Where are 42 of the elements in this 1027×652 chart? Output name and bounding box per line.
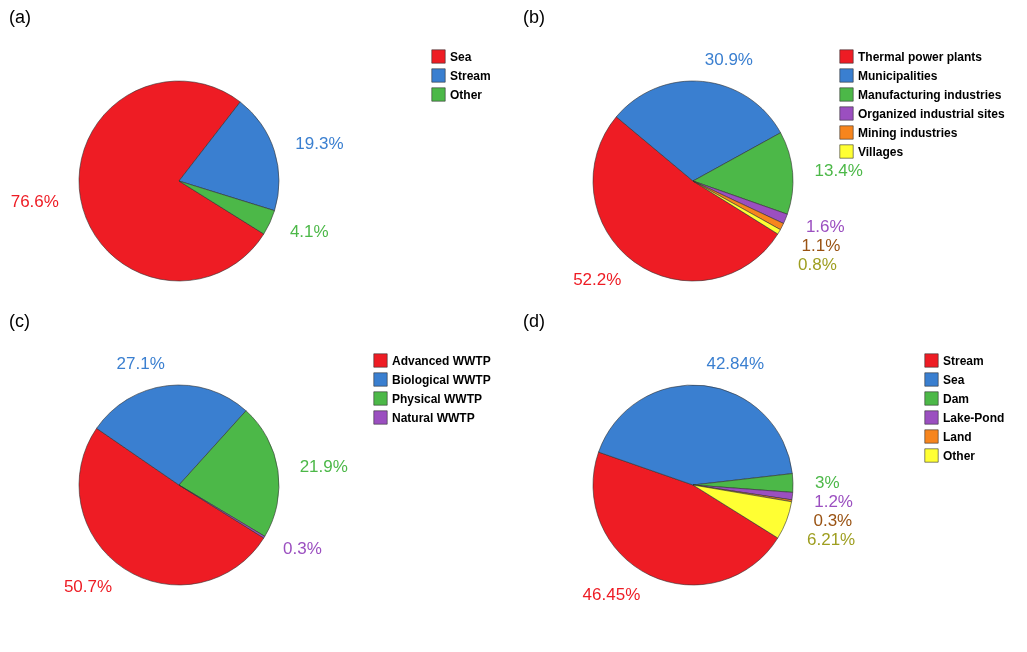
data-label: 0.3%: [283, 538, 322, 558]
data-label: 0.8%: [798, 255, 837, 275]
data-label: 46.45%: [582, 585, 641, 605]
data-label: 19.3%: [295, 134, 344, 154]
legend-label: Sea: [943, 372, 965, 387]
legend-label: Other: [943, 448, 976, 463]
data-label: 30.9%: [704, 49, 753, 69]
data-label: 0.3%: [813, 510, 853, 530]
data-label: 52.2%: [573, 269, 622, 289]
legend-label: Other: [450, 87, 483, 102]
legend-label: Biological WWTP: [392, 372, 491, 387]
legend-label: Sea: [450, 49, 472, 64]
data-label: 1.2%: [814, 491, 853, 511]
data-label: 27.1%: [116, 353, 165, 373]
data-label: 42.84%: [706, 353, 765, 373]
legend-label: Advanced WWTP: [392, 353, 491, 368]
legend-label: Stream: [943, 353, 984, 368]
data-label: 50.7%: [63, 577, 113, 597]
legend-label: Organized industrial sites: [858, 106, 1006, 121]
legend-label: Stream: [450, 68, 491, 83]
data-label: 6.21%: [807, 529, 856, 549]
data-label: 1.1%: [801, 236, 841, 256]
data-label: 76.6%: [10, 192, 59, 212]
legend-label: Villages: [858, 144, 904, 159]
legend-label: Thermal power plants: [858, 49, 983, 64]
chart-title: (c): [9, 311, 30, 331]
legend-label: Physical WWTP: [392, 391, 483, 406]
legend-label: Land: [943, 429, 972, 444]
legend-label: Manufacturing industries: [858, 87, 1002, 102]
legend-label: Lake-Pond: [943, 410, 1005, 425]
data-label: 4.1%: [289, 221, 329, 241]
chart-title: (b): [523, 7, 545, 27]
chart-title: (d): [523, 311, 545, 331]
legend-label: Mining industries: [858, 125, 958, 140]
data-label: 21.9%: [299, 456, 348, 476]
data-label: 13.4%: [814, 160, 863, 180]
legend-label: Natural WWTP: [392, 410, 475, 425]
legend-label: Municipalities: [858, 68, 938, 83]
data-label: 1.6%: [805, 217, 845, 237]
legend-label: Dam: [943, 391, 970, 406]
data-label: 3%: [814, 472, 840, 492]
chart-title: (a): [9, 7, 31, 27]
